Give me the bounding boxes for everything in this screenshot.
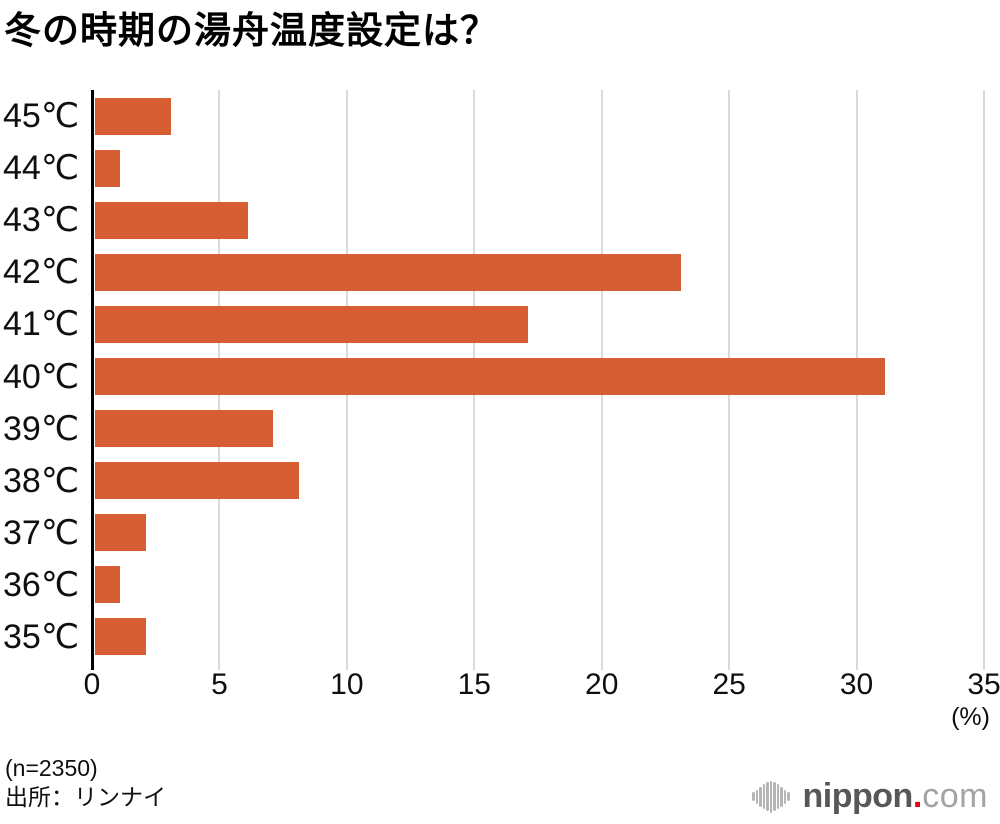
x-axis-tick-label: 35 [967, 668, 1000, 701]
bar-44℃ [95, 149, 121, 187]
bar-42℃ [95, 253, 682, 291]
x-axis-tick-label: 5 [211, 668, 228, 701]
y-axis-label: 40℃ [3, 357, 80, 396]
bar-45℃ [95, 97, 172, 135]
bar-row [92, 194, 984, 246]
bar-35℃ [95, 618, 146, 656]
logo-text-com: com [922, 777, 988, 815]
bar-row [92, 90, 984, 142]
bar-43℃ [95, 201, 248, 239]
sample-size-note: (n=2350) [5, 755, 98, 781]
bar-rows [92, 90, 984, 663]
y-axis-line [91, 90, 94, 670]
x-axis-labels: 0 5 10 15 20 25 30 35 [84, 668, 1000, 704]
x-axis-tick-label: 0 [83, 668, 101, 701]
bar-row [92, 246, 984, 298]
y-axis-label: 43℃ [3, 201, 80, 240]
bar-39℃ [95, 410, 274, 448]
x-axis-tick-label: 25 [712, 668, 746, 701]
y-axis-label: 39℃ [3, 409, 80, 448]
x-axis-tick-label: 10 [330, 668, 364, 701]
nippon-logo: nippon . com [752, 777, 988, 816]
x-axis-unit: (%) [951, 703, 990, 731]
y-axis-label: 38℃ [3, 461, 80, 500]
chart-title: 冬の時期の湯舟温度設定は？ [4, 10, 498, 51]
bar-37℃ [95, 514, 146, 552]
bar-row [92, 455, 984, 507]
bar-40℃ [95, 358, 886, 396]
footer: (n=2350) 出所：リンナイ [5, 754, 166, 812]
bar-row [92, 559, 984, 611]
bar-row [92, 507, 984, 559]
bar-41℃ [95, 305, 529, 343]
bar-row [92, 350, 984, 402]
source-note: 出所：リンナイ [5, 784, 166, 810]
y-axis-label: 42℃ [3, 253, 80, 292]
bar-38℃ [95, 462, 299, 500]
bar-row [92, 142, 984, 194]
x-axis-tick-label: 15 [457, 668, 491, 701]
y-axis-label: 41℃ [3, 305, 80, 344]
logo-dot: . [912, 777, 923, 815]
x-axis-tick-label: 20 [585, 668, 619, 701]
bar-36℃ [95, 566, 121, 604]
bar-row [92, 611, 984, 663]
plot-area [91, 90, 985, 670]
y-axis-label: 35℃ [3, 617, 80, 656]
y-axis-label: 36℃ [3, 565, 80, 604]
y-axis-label: 37℃ [3, 513, 80, 552]
soundwave-icon [752, 780, 790, 814]
bar-row [92, 403, 984, 455]
x-axis-tick-label: 30 [839, 668, 874, 701]
bar-row [92, 298, 984, 350]
gridline [983, 90, 985, 670]
y-axis-label: 45℃ [3, 97, 80, 136]
y-axis-label: 44℃ [3, 149, 80, 188]
y-axis-labels: 45℃ 44℃ 43℃ 42℃ 41℃ 40℃ 39℃ 38℃ 37℃ 36℃ 35℃ [3, 90, 89, 663]
logo-text-nippon: nippon [802, 777, 914, 815]
logo-text: nippon . com [803, 777, 988, 816]
